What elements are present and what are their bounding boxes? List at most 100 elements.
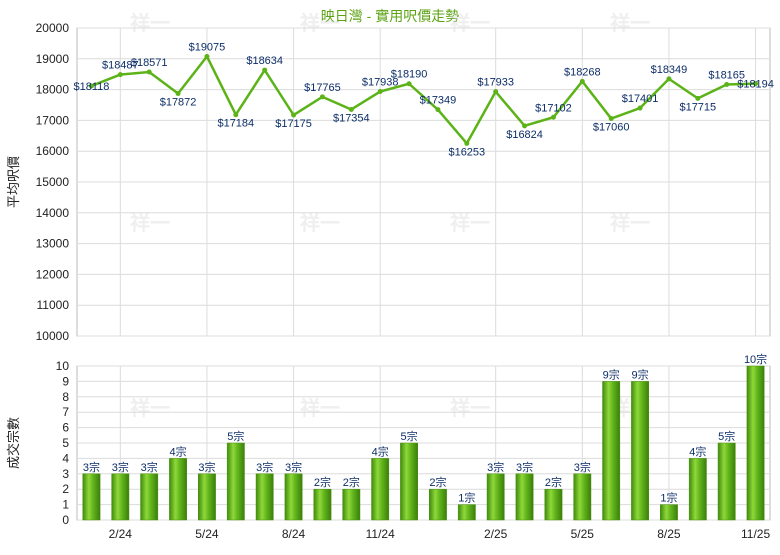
count-bar	[284, 473, 303, 521]
count-data-label: 2宗	[545, 475, 562, 489]
price-data-label: $16253	[448, 146, 485, 158]
count-tick-label: 0	[62, 513, 69, 527]
count-data-label: 3宗	[574, 460, 591, 474]
count-bar	[169, 458, 187, 521]
count-bar	[602, 381, 621, 521]
count-bar	[573, 473, 592, 521]
count-tick-label: 4	[62, 451, 69, 465]
count-bar	[486, 473, 505, 521]
count-bar	[226, 442, 245, 521]
price-data-label: $17401	[622, 93, 659, 105]
count-bar	[255, 473, 274, 521]
price-data-label: $17872	[160, 97, 197, 109]
count-data-label: 3宗	[516, 460, 533, 474]
count-data-label: 3宗	[141, 460, 158, 474]
price-data-label: $17938	[362, 77, 399, 89]
watermark-text: 祥一	[610, 211, 650, 235]
count-tick-label: 6	[62, 421, 69, 435]
price-point	[724, 82, 730, 88]
count-tick-label: 8	[62, 390, 69, 404]
price-tick-label: 13000	[36, 237, 70, 251]
count-bar	[429, 488, 447, 521]
price-data-label: $18571	[131, 57, 168, 69]
price-point	[175, 91, 181, 97]
price-point	[204, 53, 210, 59]
price-data-label: $18190	[391, 69, 428, 81]
count-data-label: 3宗	[285, 460, 302, 474]
count-data-label: 2宗	[314, 475, 331, 489]
price-tick-label: 16000	[36, 144, 70, 158]
price-data-label: $17765	[304, 82, 341, 94]
count-bar	[198, 473, 216, 521]
watermark-text: 祥一	[300, 211, 340, 235]
price-point	[493, 89, 499, 95]
count-tick-label: 3	[62, 467, 69, 481]
count-data-label: 5宗	[401, 429, 418, 443]
price-point	[88, 83, 94, 89]
count-bar	[400, 442, 418, 521]
count-bar	[631, 381, 649, 521]
x-tick-label: 11/25	[741, 527, 770, 541]
count-data-label: 3宗	[487, 460, 504, 474]
price-data-label: $17349	[420, 95, 457, 107]
price-point	[695, 95, 701, 101]
price-point	[637, 105, 643, 111]
price-data-label: $18634	[246, 55, 283, 67]
count-bar	[371, 458, 390, 521]
count-data-label: 1宗	[458, 491, 475, 505]
count-data-label: 5宗	[227, 429, 244, 443]
price-tick-label: 15000	[36, 175, 70, 189]
count-bar	[342, 488, 361, 521]
price-point	[435, 107, 441, 113]
count-tick-label: 7	[62, 405, 69, 419]
price-point	[666, 76, 672, 82]
count-bar	[140, 473, 159, 521]
count-data-label: 5宗	[718, 429, 735, 443]
price-point	[550, 114, 556, 120]
count-axis-title: 成交宗數	[6, 417, 21, 469]
price-data-label: $18165	[708, 70, 745, 82]
x-tick-label: 11/24	[366, 527, 395, 541]
count-data-label: 3宗	[198, 460, 215, 474]
count-tick-label: 2	[62, 482, 69, 496]
price-data-label: $17933	[477, 77, 514, 89]
count-data-label: 9宗	[603, 367, 620, 381]
count-bar	[313, 488, 332, 521]
watermark-text: 祥一	[130, 211, 170, 235]
price-point	[522, 123, 528, 129]
price-series-line	[90, 55, 756, 145]
watermark-text: 祥一	[300, 396, 340, 420]
price-point	[377, 89, 383, 95]
watermark-text: 祥一	[130, 396, 170, 420]
price-tick-label: 17000	[36, 113, 70, 127]
price-point	[319, 94, 325, 100]
count-data-label: 3宗	[256, 460, 273, 474]
price-point	[146, 69, 152, 75]
price-data-label: $17102	[535, 102, 572, 114]
chart-title: 映日灣 - 實用呎價走勢	[321, 8, 459, 24]
price-point	[117, 72, 123, 78]
price-point	[233, 112, 239, 118]
price-data-label: $16824	[506, 129, 543, 141]
price-tick-label: 18000	[36, 83, 70, 97]
count-bar	[544, 488, 563, 521]
count-data-label: 4宗	[170, 444, 187, 458]
count-bar	[457, 504, 476, 521]
count-data-label: 2宗	[429, 475, 446, 489]
price-tick-label: 19000	[36, 52, 70, 66]
x-tick-label: 8/25	[657, 527, 681, 541]
watermark-text: 祥一	[450, 11, 490, 35]
price-point	[608, 116, 614, 122]
x-tick-label: 2/24	[109, 527, 133, 541]
count-data-label: 2宗	[343, 475, 360, 489]
count-tick-label: 9	[62, 374, 69, 388]
price-tick-label: 11000	[37, 298, 70, 312]
price-data-label: $18487	[102, 60, 139, 72]
x-tick-label: 2/25	[484, 527, 508, 541]
count-data-label: 3宗	[83, 460, 100, 474]
count-bar	[688, 458, 707, 521]
